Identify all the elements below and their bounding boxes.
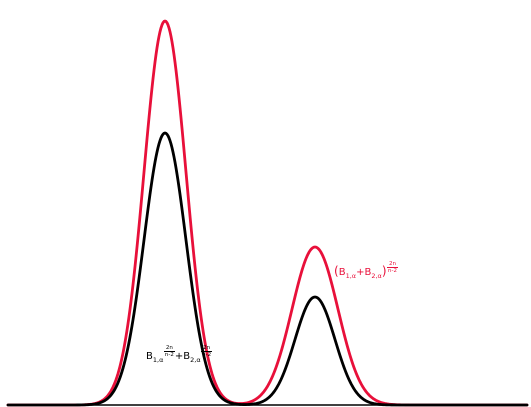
power-of-sum-b1: B	[338, 267, 346, 278]
sum-of-powers-exponent2: 2n n-2	[201, 345, 213, 358]
close-paren: )	[381, 264, 387, 278]
fraction-bar	[201, 351, 213, 352]
sum-of-powers-b1: B	[146, 351, 153, 362]
sum-of-powers-sub2: 2,α	[190, 356, 201, 364]
open-paren: (	[334, 264, 339, 278]
power-of-sum-exponent: 2n n-2	[387, 261, 398, 274]
exponent-denominator: n-2	[164, 352, 174, 358]
power-of-sum-curve	[6, 19, 529, 407]
power-of-sum-sub1: 1,α	[345, 272, 357, 280]
power-of-sum-b2: B	[364, 267, 372, 278]
sum-of-powers-label: B1,α 2n n-2 +B2,α 2n n-2	[146, 345, 213, 368]
power-of-sum-sub2: 2,α	[371, 272, 382, 280]
fraction-bar	[387, 267, 398, 268]
sum-of-powers-exponent1: 2n n-2	[163, 345, 175, 358]
sum-of-powers-sub1: 1,α	[152, 356, 164, 364]
exponent-numerator: 2n	[165, 345, 173, 351]
sum-of-powers-b2: B	[183, 351, 191, 362]
exponent-numerator: 2n	[203, 345, 211, 351]
power-of-sum-plus: +	[356, 267, 365, 278]
exponent-denominator: n-2	[388, 268, 397, 274]
fraction-bar	[163, 351, 175, 352]
sum-of-powers-curve	[6, 131, 529, 407]
sum-of-powers-plus: +	[174, 351, 184, 362]
exponent-numerator: 2n	[389, 261, 396, 267]
power-of-sum-label: (B1,α+B2,α) 2n n-2	[334, 261, 398, 284]
exponent-denominator: n-2	[202, 352, 212, 358]
